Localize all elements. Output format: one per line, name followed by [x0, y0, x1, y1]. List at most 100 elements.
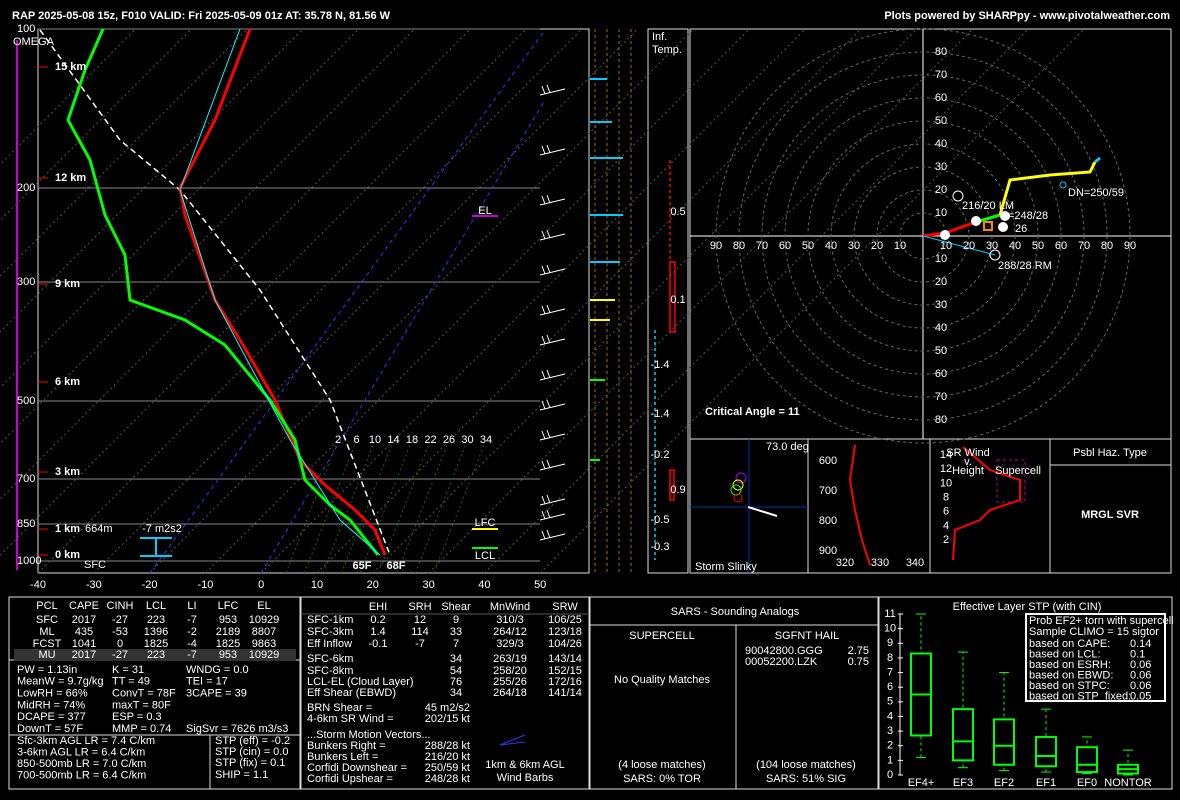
hodo-point [1000, 211, 1010, 221]
y-tick-label: 9 [887, 637, 893, 649]
inftemp-bars [654, 160, 676, 560]
hail-match: 00052200.LZK [745, 656, 818, 668]
mixing-ratio-label: 6 [353, 434, 359, 446]
inftemp-value: 0.9 [670, 484, 685, 496]
pcl-cell: 223 [147, 649, 165, 661]
motion-label: Corfidi Upshear = [307, 773, 393, 785]
wind-barb [539, 509, 566, 521]
wind-barb [539, 429, 566, 441]
ring-label: 20 [935, 276, 947, 288]
lcl-label: LCL [475, 550, 495, 562]
height-label: 0 km [55, 549, 80, 561]
pcl-header: LI [187, 600, 196, 612]
hodo-point-label: 1 [942, 230, 948, 242]
mixing-ratio-line [322, 444, 374, 574]
kin-cell: 7 [453, 638, 459, 650]
sfc-td: 65F [353, 560, 372, 572]
stp-cin: STP (cin) = 0.0 [215, 746, 288, 758]
kin-cell: 76 [450, 676, 462, 688]
y-tick-label: 1 [887, 754, 893, 766]
kin-label: SFC-1km [307, 614, 353, 626]
mixing-ratio-line [396, 444, 448, 574]
index: MeanW = 9.7g/kg [17, 676, 104, 688]
srw-supercell: Supercell [995, 465, 1041, 477]
isotherm [484, 28, 1029, 574]
ring-label: 40 [935, 322, 947, 334]
index: 3CAPE = 39 [186, 688, 247, 700]
kin-cell: 264/18 [493, 687, 527, 699]
thetae-p: 900 [819, 545, 837, 557]
esrh-label: -7 m2s2 [142, 523, 182, 535]
ring-label: 50 [935, 115, 947, 127]
hodo-ring [715, 28, 1131, 444]
prob-label: based on ESRH: [1029, 659, 1111, 671]
pcl-cell: 8807 [252, 626, 276, 638]
x-tick-label: EF0 [1077, 777, 1097, 789]
thetae-p: 600 [819, 455, 837, 467]
kin-cell: 255/26 [493, 676, 527, 688]
sars-frame [589, 596, 879, 790]
pcl-cell: -7 [187, 649, 197, 661]
y-tick-label: 7 [887, 666, 893, 678]
ring-label: 50 [935, 345, 947, 357]
ring-label: 60 [935, 368, 947, 380]
inftemp-title: Temp. [652, 44, 682, 56]
pcl-header: EL [257, 600, 270, 612]
isotherm [428, 28, 973, 574]
temp-label: -40 [30, 579, 46, 591]
inftemp-bar [669, 261, 676, 333]
ring-label: 30 [935, 299, 947, 311]
y-tick-label: 4 [887, 710, 893, 722]
box [1076, 746, 1098, 774]
hodo-point-label: 2 [973, 216, 979, 228]
hodo-trace [998, 161, 1097, 216]
ring-label: 50 [802, 240, 814, 252]
kin-cell: 34 [450, 687, 462, 699]
wind-barb [539, 144, 566, 156]
pcl-cell: 953 [219, 614, 237, 626]
x-tick-label: EF4+ [908, 777, 935, 789]
ring-label: 10 [940, 240, 952, 252]
ring-label: 70 [935, 69, 947, 81]
stp-fix: STP (fix) = 0.1 [215, 757, 285, 769]
lm-marker [952, 190, 964, 202]
ring-label: 30 [935, 161, 947, 173]
y-tick-label: 0 [887, 769, 893, 781]
hodo-point [998, 222, 1008, 232]
pressure-label: 100 [17, 23, 35, 35]
kin-label: ...Storm Motion Vectors... [307, 729, 431, 741]
kin-cell: 1.4 [370, 626, 385, 638]
pressure-label: 200 [17, 182, 35, 194]
critical-angle [922, 235, 996, 256]
kin-cell: 33 [450, 626, 462, 638]
index: TEI = 17 [186, 676, 228, 688]
kin-cell: 123/18 [548, 626, 582, 638]
lapse-rate: 850-500mb LR = 7.0 C/km [17, 758, 146, 770]
ring-label: 10 [935, 207, 947, 219]
temp-label: -20 [142, 579, 158, 591]
ring-label: 30 [986, 240, 998, 252]
pcl-cell: -27 [112, 614, 128, 626]
temp-label: 50 [534, 579, 546, 591]
hodo-ring [853, 166, 993, 306]
vv-bars [590, 78, 623, 461]
mixing-ratio-label: 34 [480, 434, 492, 446]
mixing-ratio-label: 18 [406, 434, 418, 446]
height-label: 1 km [55, 523, 80, 535]
srw-line [952, 446, 1021, 561]
temp-label: -30 [86, 579, 102, 591]
wind-barb [539, 229, 566, 241]
hodo-ring [807, 120, 1039, 352]
ring-label: 60 [779, 240, 791, 252]
motion-value: 288/28 kt [425, 740, 470, 752]
skewt-frame [37, 28, 590, 574]
temp-label: -10 [197, 579, 213, 591]
hodo-ring [738, 51, 1108, 421]
srw-title: v. [964, 456, 972, 468]
kin-label: Eff Shear (EBWD) [307, 687, 396, 699]
thetae-p: 700 [819, 485, 837, 497]
kin-cell: 141/14 [548, 687, 582, 699]
hazard-title: Psbl Haz. Type [1073, 447, 1147, 459]
prob-value: 0.14 [1130, 638, 1151, 650]
